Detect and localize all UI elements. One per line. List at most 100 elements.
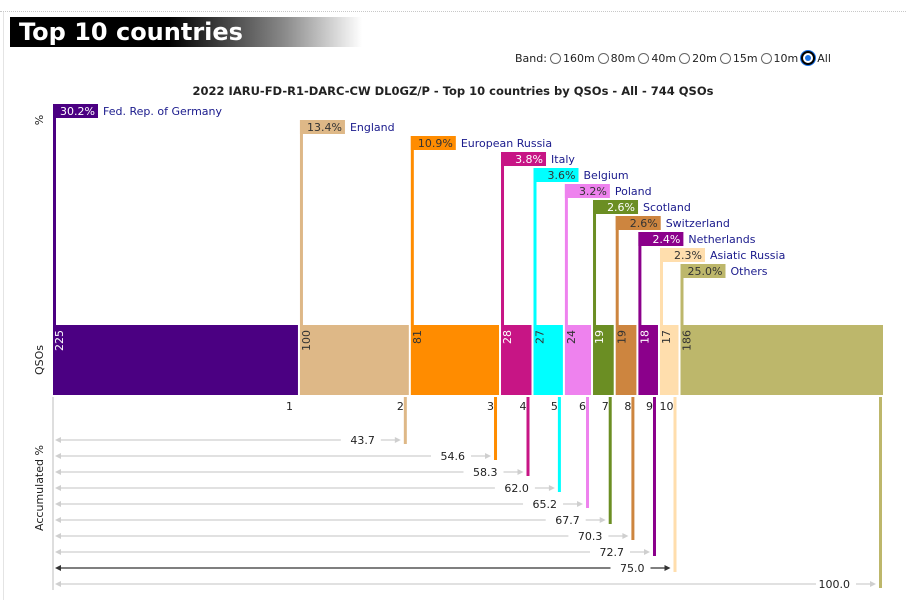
percent-label-box (299, 120, 345, 134)
percent-label: 2.6% (607, 201, 635, 214)
percent-label: 3.2% (579, 185, 607, 198)
accumulated-arrow-head-left (55, 581, 61, 587)
band-option-label: 20m (692, 51, 717, 65)
percent-label-box (615, 216, 661, 230)
rank-label: 6 (579, 400, 586, 413)
percent-label-box (53, 104, 98, 118)
qso-bar (53, 325, 298, 395)
percent-leader-line (53, 104, 56, 325)
accumulated-label-backdrop (494, 481, 535, 494)
percent-label: 25.0% (688, 265, 723, 278)
accumulated-arrow-head-right (643, 549, 650, 555)
band-option-10m[interactable]: 10m (760, 52, 798, 65)
accumulated-end-line (631, 397, 635, 540)
accumulated-end-line (608, 397, 612, 524)
accumulated-label-backdrop (589, 545, 630, 558)
band-option-label: 15m (732, 51, 758, 65)
accumulated-arrow-head-left (55, 565, 61, 571)
rank-label: 4 (520, 400, 527, 413)
rank-label: 3 (487, 400, 494, 413)
percent-leader-line (564, 184, 568, 325)
page-title: Top 10 countries (10, 17, 362, 47)
accumulated-arrow-head-right (622, 533, 629, 539)
country-name-label: Italy (551, 153, 575, 166)
accumulated-value-label: 58.3 (473, 466, 498, 479)
band-option-label: All (817, 51, 831, 65)
radio-all[interactable] (801, 51, 816, 65)
radio-15m[interactable] (719, 52, 731, 64)
percent-label-box (659, 248, 705, 262)
band-option-label: 40m (651, 51, 677, 65)
percent-label-box (680, 264, 726, 278)
accumulated-arrow-head-right (599, 517, 606, 523)
percent-label: 13.4% (307, 121, 342, 134)
accumulated-end-line (403, 397, 407, 444)
accumulated-label-backdrop (610, 561, 651, 574)
accumulated-arrow-head-left (55, 549, 61, 555)
qso-value-label: 186 (681, 330, 694, 351)
accumulated-arrow-head-left (55, 485, 61, 491)
qso-bar (533, 325, 563, 395)
accumulated-end-line (673, 397, 677, 572)
country-name-label: Scotland (643, 201, 691, 214)
accumulated-label-backdrop (463, 465, 504, 478)
country-name-label: European Russia (461, 137, 552, 150)
percent-label-box (410, 136, 456, 150)
qso-bar (564, 325, 592, 395)
accumulated-arrow-head-right (664, 565, 671, 571)
qso-value-label: 24 (565, 330, 578, 344)
qso-bar (593, 325, 614, 395)
accumulated-value-label: 54.6 (441, 450, 466, 463)
accumulated-label-backdrop (431, 449, 472, 462)
accumulated-end-line (586, 397, 590, 508)
band-option-160m[interactable]: 160m (549, 51, 595, 65)
accumulated-label-backdrop (568, 529, 609, 542)
accumulated-arrow-head-left (55, 437, 61, 443)
qso-value-label: 18 (638, 330, 651, 344)
left-divider (3, 12, 4, 600)
country-name-label: England (350, 121, 395, 134)
radio-40m[interactable] (638, 52, 650, 64)
band-option-all[interactable]: All (801, 51, 831, 65)
qso-bar (615, 325, 637, 395)
percent-label: 3.6% (548, 169, 576, 182)
radio-10m[interactable] (760, 52, 772, 64)
percent-label: 10.9% (418, 137, 453, 150)
band-option-15m[interactable]: 15m (719, 51, 758, 65)
radio-80m[interactable] (597, 52, 609, 64)
radio-20m[interactable] (679, 52, 691, 64)
percent-leader-line (593, 200, 597, 325)
qso-value-label: 17 (660, 330, 673, 344)
percent-leader-line (680, 264, 684, 325)
qso-value-label: 19 (616, 330, 629, 344)
percent-label: 2.3% (674, 249, 702, 262)
country-name-label: Switzerland (666, 217, 730, 230)
band-option-80m[interactable]: 80m (597, 52, 635, 65)
accumulated-arrow-head-left (55, 453, 61, 459)
country-name-label: Belgium (584, 169, 629, 182)
accumulated-value-label: 70.3 (578, 530, 603, 543)
qso-bar (410, 325, 500, 395)
accumulated-end-line (494, 397, 498, 460)
y-label-accumulated: Accumulated % (33, 445, 46, 531)
country-name-label: Others (731, 265, 768, 278)
qso-bar (638, 325, 658, 395)
rank-label: 9 (646, 400, 653, 413)
accumulated-label-backdrop (816, 577, 856, 590)
accumulated-arrow-head-right (577, 501, 584, 507)
band-option-label: 160m (562, 51, 595, 65)
band-option-40m[interactable]: 40m (638, 52, 676, 65)
percent-leader-line (533, 168, 537, 325)
percent-label: 2.6% (630, 217, 658, 230)
rank-label: 5 (551, 400, 558, 413)
qso-bar (501, 325, 532, 395)
country-name-label: Netherlands (688, 233, 755, 246)
top-divider (0, 11, 906, 12)
qso-bar (299, 325, 409, 395)
country-name-label: Poland (615, 185, 652, 198)
percent-label-box (638, 232, 684, 246)
band-option-20m[interactable]: 20m (679, 52, 717, 65)
radio-160m[interactable] (549, 52, 561, 64)
qso-value-label: 81 (411, 330, 424, 344)
accumulated-value-label: 72.7 (599, 546, 624, 559)
